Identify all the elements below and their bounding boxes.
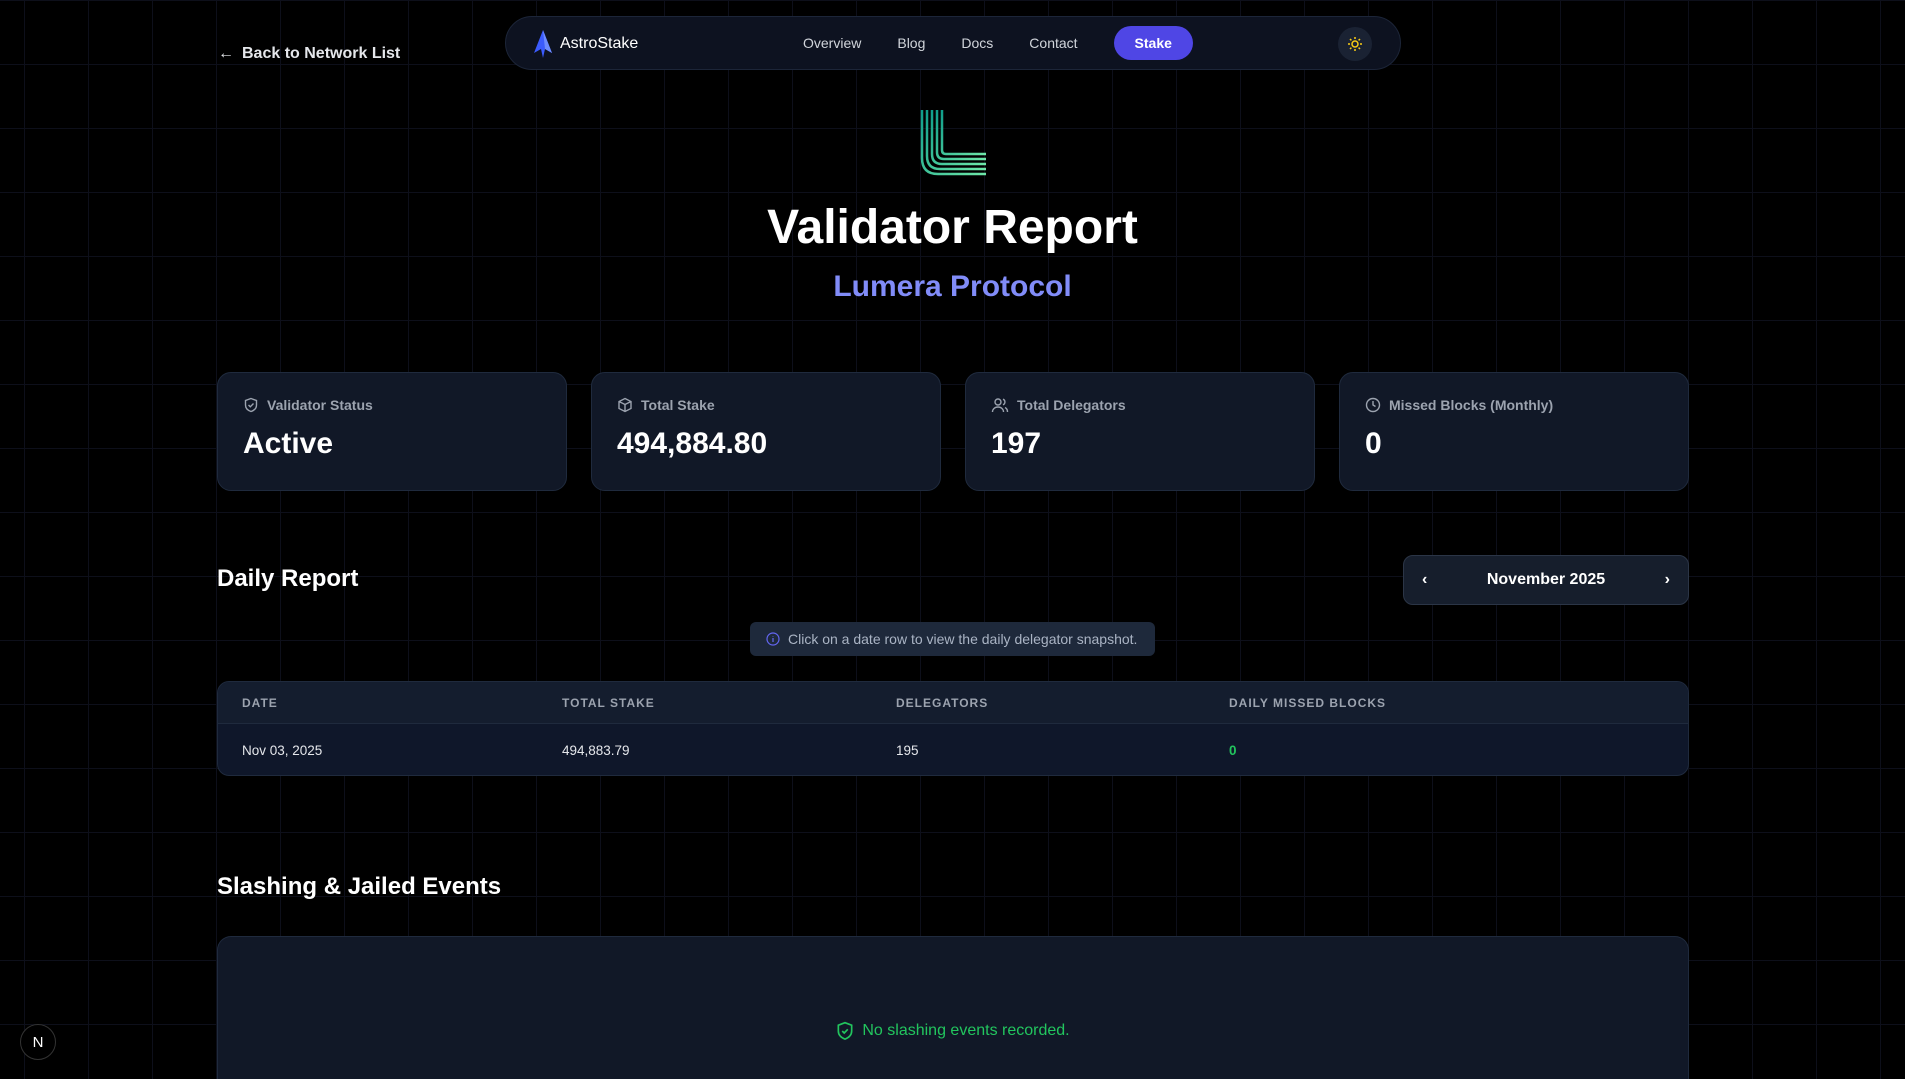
table-row[interactable]: Nov 03, 2025 494,883.79 195 0 xyxy=(242,742,1237,758)
daily-report-heading: Daily Report xyxy=(217,565,359,592)
page-title: Validator Report xyxy=(767,201,1138,254)
nav-overview[interactable]: Overview xyxy=(803,35,862,51)
missed-blocks-card: Missed Blocks (Monthly) 0 xyxy=(1339,372,1689,491)
stake-button[interactable]: Stake xyxy=(1113,26,1193,60)
info-hint: Click on a date row to view the daily de… xyxy=(750,622,1155,656)
brand-logo[interactable]: AstroStake xyxy=(532,29,638,59)
arrow-left-icon: ← xyxy=(218,45,234,62)
nav-blog[interactable]: Blog xyxy=(897,35,926,51)
astrostake-logo-icon xyxy=(534,30,552,58)
back-to-network-list-link[interactable]: ← Back to Network List xyxy=(218,45,401,62)
total-delegators-card: Total Delegators 197 xyxy=(965,372,1315,491)
shield-check-icon xyxy=(837,1021,853,1041)
chevron-left-icon[interactable]: ‹ xyxy=(1422,571,1428,588)
shield-check-icon xyxy=(244,397,258,413)
top-navbar: AstroStake Overview Blog Docs Contact St… xyxy=(505,16,1401,70)
info-icon xyxy=(766,632,780,646)
clock-icon xyxy=(1365,397,1381,413)
validator-status-card: Validator Status Active xyxy=(217,372,567,491)
slashing-events-panel: No slashing events recorded. xyxy=(217,936,1689,1079)
total-stake-card: Total Stake 494,884.80 xyxy=(591,372,941,491)
nav-contact[interactable]: Contact xyxy=(1029,35,1078,51)
dev-tools-badge[interactable]: N xyxy=(20,1024,56,1060)
chevron-right-icon[interactable]: › xyxy=(1664,571,1670,588)
theme-toggle-button[interactable] xyxy=(1338,27,1372,61)
table-header: DATE TOTAL STAKE DELEGATORS DAILY MISSED… xyxy=(218,682,1688,724)
current-month: November 2025 xyxy=(1486,571,1606,588)
lumera-logo xyxy=(920,110,986,176)
network-name: Lumera Protocol xyxy=(833,270,1072,303)
daily-report-table: DATE TOTAL STAKE DELEGATORS DAILY MISSED… xyxy=(217,681,1689,776)
box-icon xyxy=(618,397,632,413)
sun-icon xyxy=(1348,37,1362,51)
slashing-heading: Slashing & Jailed Events xyxy=(217,873,502,900)
users-icon xyxy=(991,398,1009,413)
nav-docs[interactable]: Docs xyxy=(961,35,994,51)
month-picker: ‹ November 2025 › xyxy=(1403,555,1689,605)
